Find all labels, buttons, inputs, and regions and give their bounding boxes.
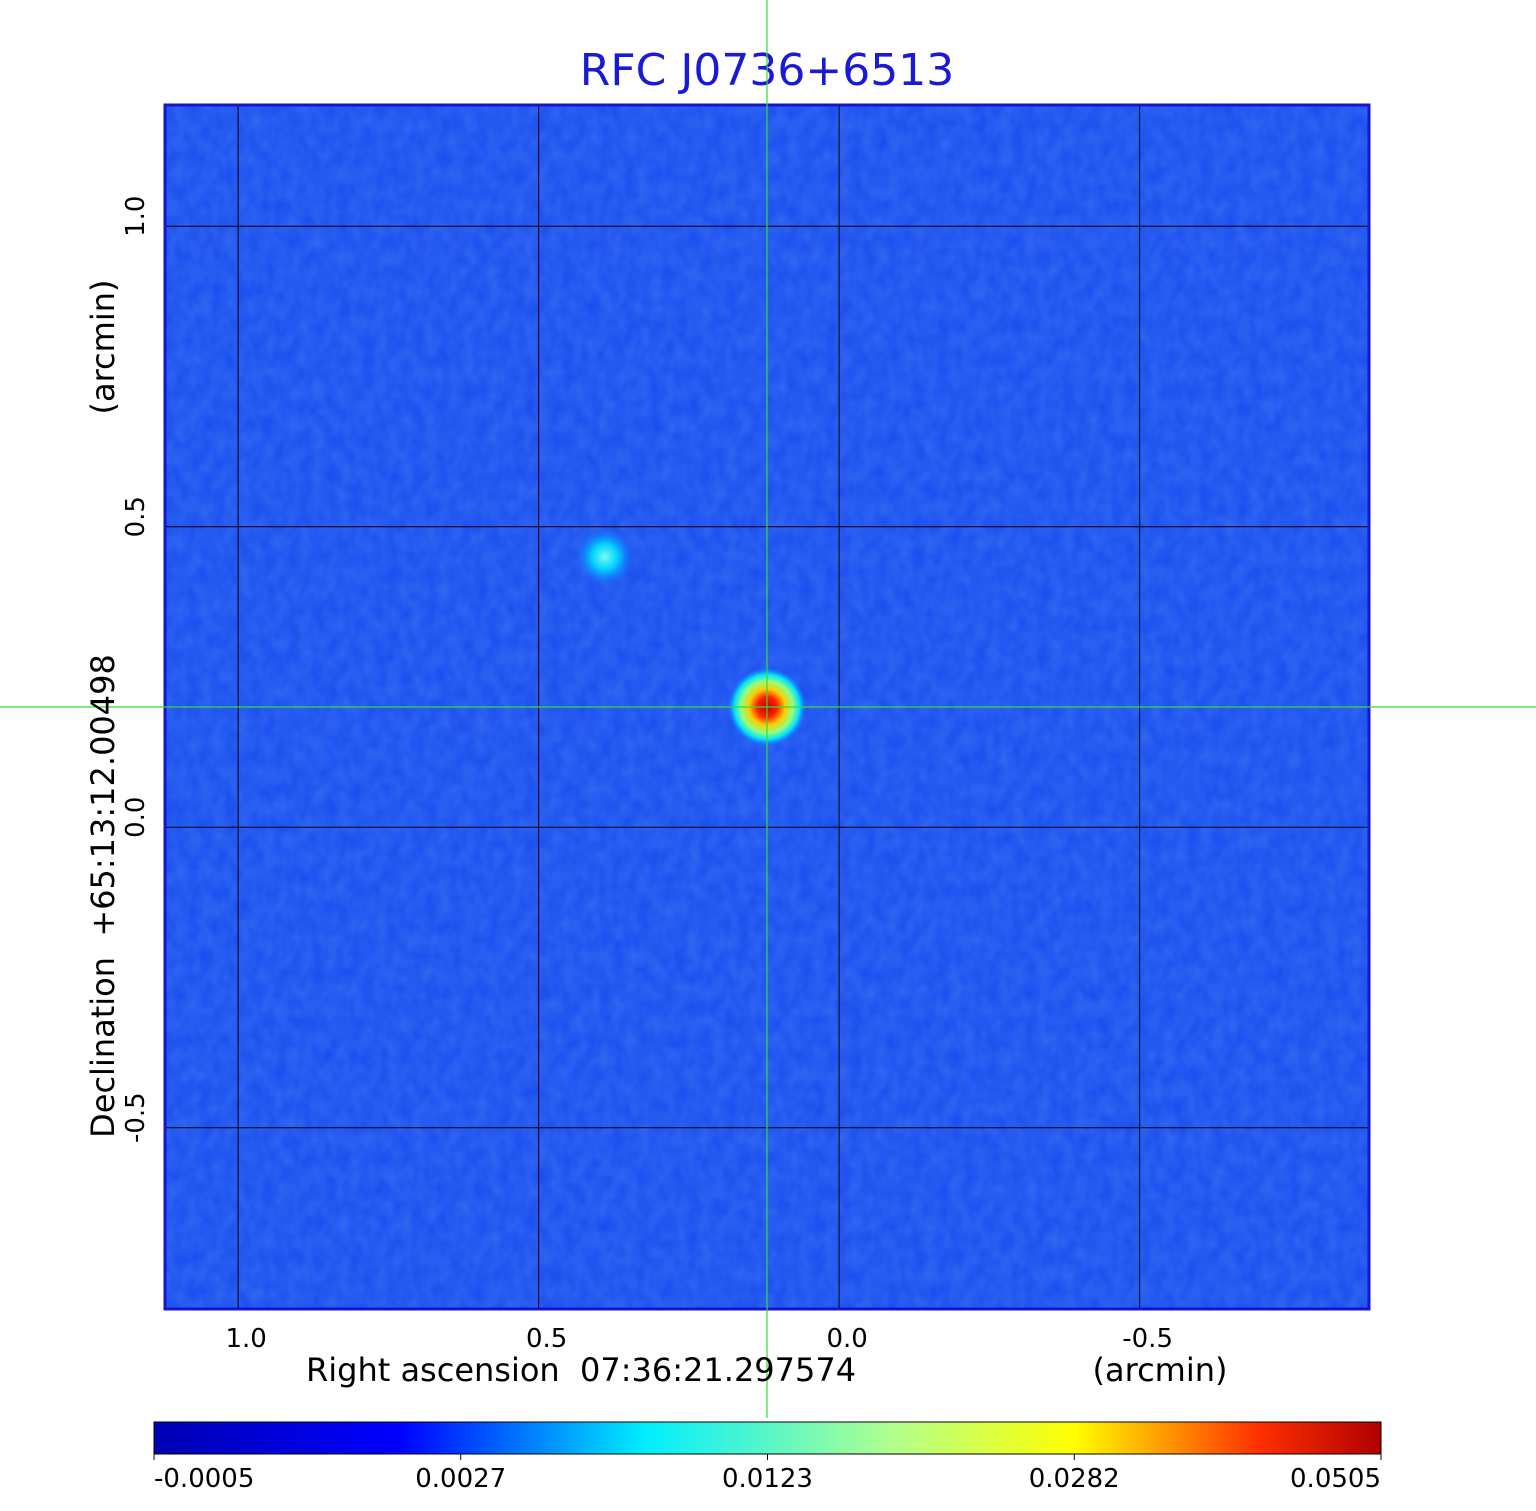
y-tick-label: 1.0: [121, 196, 151, 237]
x-tick-label: -0.5: [1122, 1324, 1173, 1354]
x-tick-label: 0.5: [526, 1324, 567, 1354]
x-tick-label: 1.0: [225, 1324, 266, 1354]
y-tick-label: 0.5: [121, 496, 151, 537]
colorbar-tick-label: 0.0282: [1029, 1464, 1120, 1494]
x-tick-label: 0.0: [826, 1324, 867, 1354]
y-tick-label: 0.0: [121, 797, 151, 838]
colorbar-tick-label: 0.0027: [415, 1464, 506, 1494]
source-secondary: [574, 526, 635, 587]
y-axis-unit: (arcmin): [84, 280, 122, 415]
x-axis-unit: (arcmin): [1093, 1351, 1228, 1389]
colorbar: [153, 1421, 1382, 1455]
colorbar-tick-label: -0.0005: [154, 1464, 254, 1494]
colorbar-tick-label: 0.0505: [1290, 1464, 1381, 1494]
y-axis-label: Declination +65:13:12.00498: [84, 654, 122, 1138]
y-tick-label: -0.5: [121, 1092, 151, 1143]
x-axis-label: Right ascension 07:36:21.297574: [306, 1351, 856, 1389]
colorbar-tick-label: 0.0123: [722, 1464, 813, 1494]
